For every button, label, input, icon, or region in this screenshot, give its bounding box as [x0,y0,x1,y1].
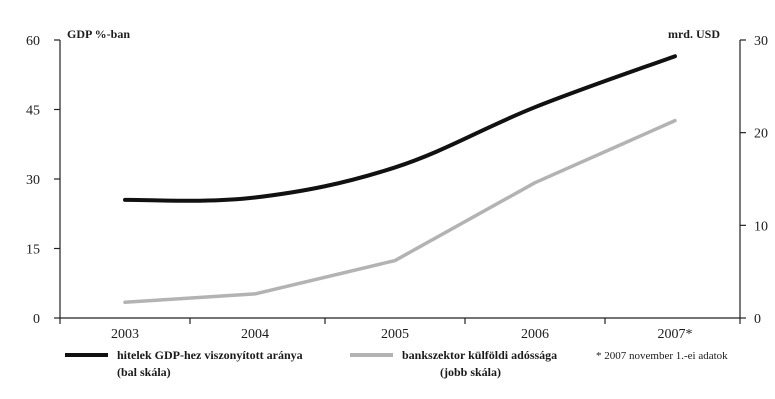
series-group [123,54,677,304]
left-tick-label: 45 [26,104,40,119]
right-tick-label: 10 [754,219,768,234]
x-tick-label: 2006 [521,327,549,342]
left-axis-ticks: 0 15 30 45 60 [26,34,60,327]
left-tick-label: 0 [33,312,40,327]
footnote: * 2007 november 1.-ei adatok [596,350,728,362]
legend-label-series-1-line-1: hitelek GDP-hez viszonyított aránya [117,348,303,362]
legend-label-series-1-line-2: (bal skála) [117,365,171,379]
left-tick-label: 15 [26,243,40,258]
right-tick-label: 30 [754,34,768,49]
series-line-2 [123,118,677,304]
x-tick-label: 2007* [658,327,693,342]
x-tick-label: 2003 [111,327,139,342]
right-axis-unit-label: mrd. USD [668,27,720,41]
left-tick-label: 60 [26,34,40,49]
x-axis-ticks: 2003 2004 2005 2006 2007* [59,318,741,342]
axes-group [59,40,741,319]
right-axis-ticks: 0 10 20 30 [740,34,768,327]
legend-label-series-2-line-1: bankszektor külföldi adóssága [402,348,557,362]
left-tick-label: 30 [26,173,40,188]
left-axis-unit-label: GDP %-ban [67,27,130,41]
x-tick-label: 2004 [241,327,269,342]
series-line-1 [123,54,677,203]
right-tick-label: 20 [754,127,768,142]
right-tick-label: 0 [754,312,761,327]
legend: hitelek GDP-hez viszonyított aránya (bal… [65,348,728,379]
x-tick-label: 2005 [381,327,409,342]
legend-label-series-2-line-2: (jobb skála) [440,365,501,379]
